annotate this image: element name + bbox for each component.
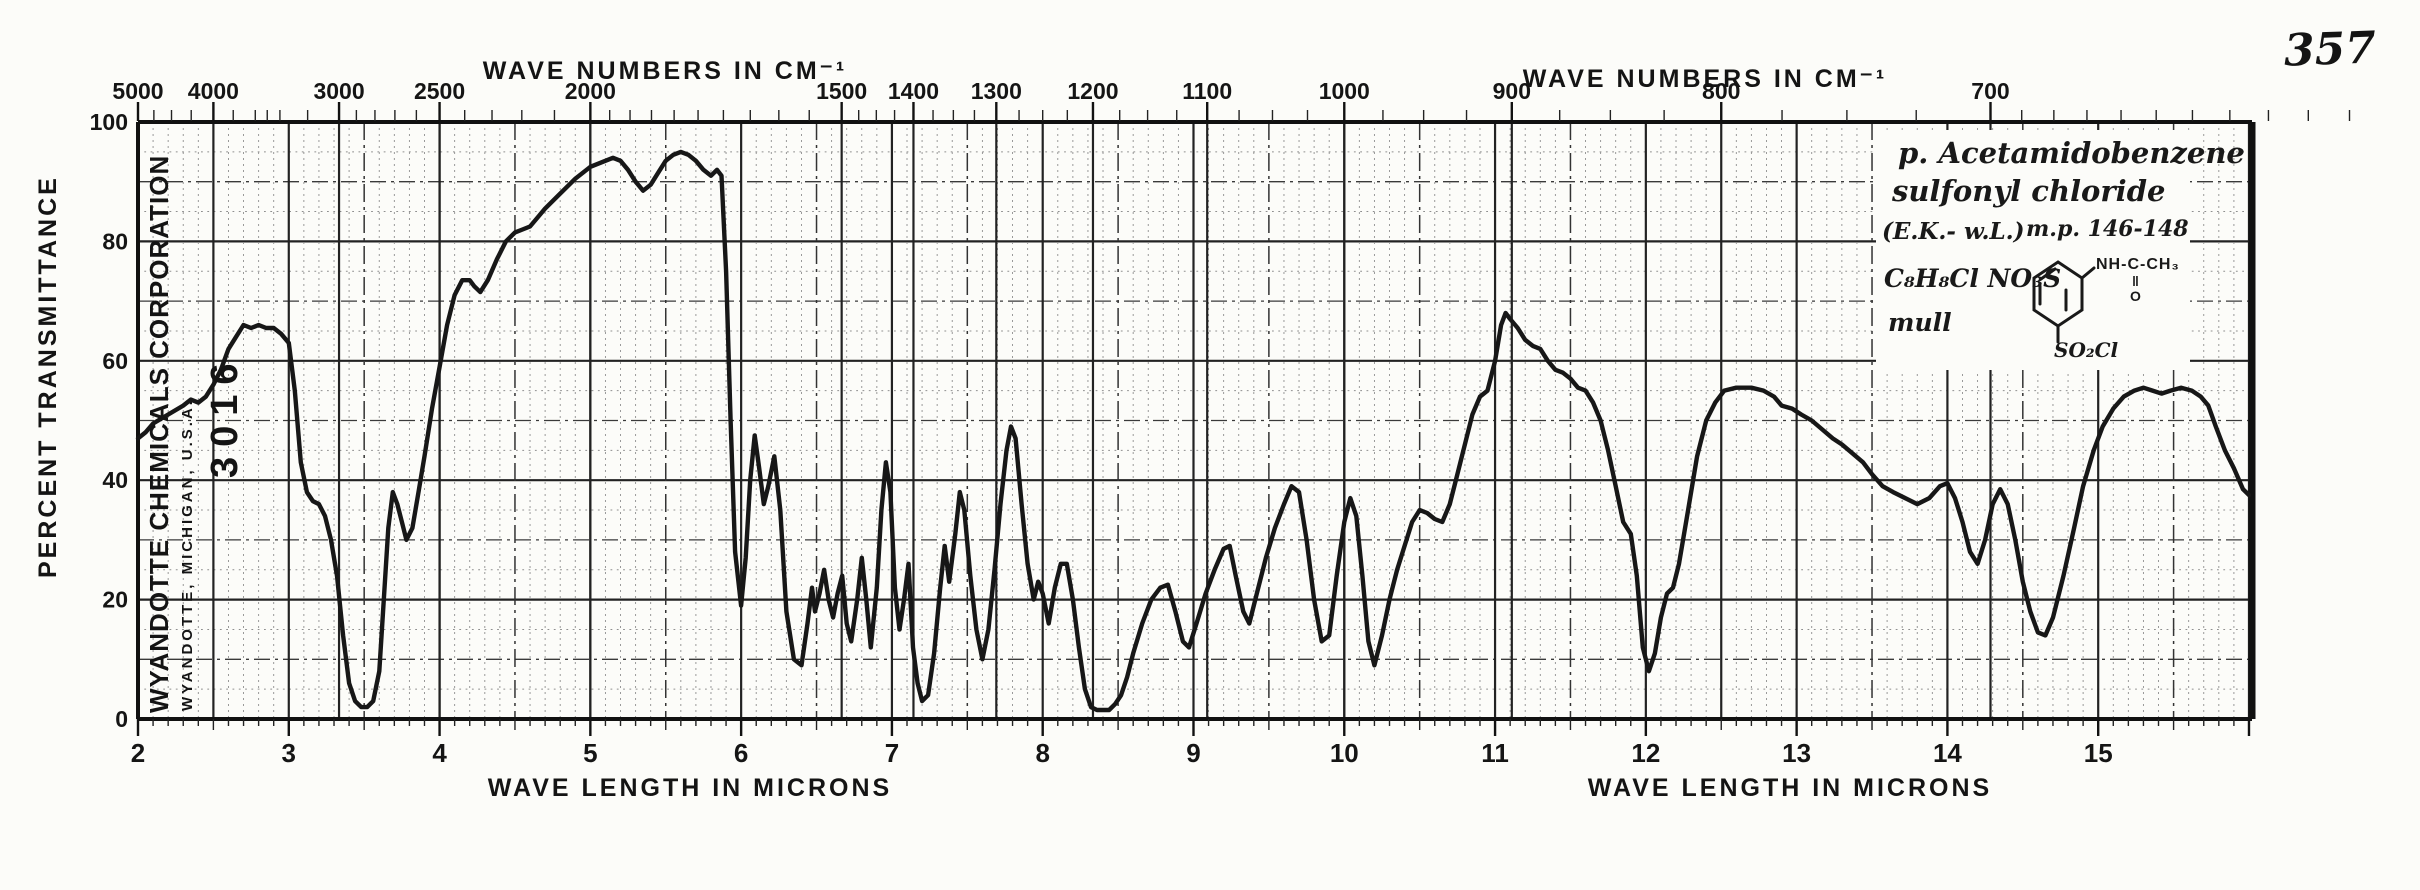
structure-double-bond: ‖ [2132,273,2139,289]
annotation-source: (E.K.- w.L.) [1882,218,2025,245]
wavenumber-ruler: 5000 4000 3000 2500 2000 1500 1400 1300 1200 1100… [112,78,2351,121]
spectrum-trace [135,149,2252,713]
wavenumber-tick-label: 4000 [188,78,239,104]
micron-tick-label: 3 [282,738,296,768]
structure-amide-label: NH-C-CH₃ [2096,256,2180,273]
bottom-axis-title-right: WAVE LENGTH IN MICRONS [1587,774,1993,802]
wavenumber-tick-label: 1500 [816,78,867,104]
micron-tick-label: 14 [1933,738,1962,768]
page-number: 357 [2283,22,2377,77]
top-axis-title-left: WAVE NUMBERS IN CM⁻¹ [482,57,848,85]
wavenumber-tick-label: 1100 [1182,78,1232,104]
wavenumber-tick-label: 1300 [971,78,1022,104]
transmittance-scale: 100 80 60 40 20 0 [90,109,128,732]
transmittance-tick-label: 80 [102,228,128,254]
transmittance-tick-label: 40 [102,467,128,493]
annotation-compound-name-line1: p. Acetamidobenzene [1898,136,2245,170]
transmittance-tick-label: 100 [90,109,128,135]
annotation-formula: C₈H₈Cl NO₃S [1884,264,2062,293]
wavenumber-tick-label: 2500 [414,78,465,104]
spectrum-curve [135,149,2252,713]
transmittance-tick-label: 60 [102,348,128,374]
spectrum-number-stamp: 3016 [204,353,246,478]
benzene-ring-icon [2032,260,2096,344]
transmittance-tick-label: 20 [102,587,128,613]
micron-tick-label: 15 [2084,738,2113,768]
structure-oxygen-label: O [2130,288,2141,304]
micron-tick-label: 13 [1782,738,1811,768]
wavenumber-tick-label: 1400 [888,78,939,104]
company-city-stamp: WYANDOTTE, MICHIGAN, U.S.A. [179,398,196,711]
micron-tick-label: 11 [1481,738,1509,768]
micron-tick-label: 9 [1186,738,1200,768]
transmittance-tick-label: 0 [115,706,128,732]
wavenumber-tick-label: 1200 [1067,78,1118,104]
y-axis-title: PERCENT TRANSMITTANCE [34,175,62,578]
micron-tick-label: 5 [583,738,597,768]
wavenumber-tick-label: 3000 [313,78,364,104]
micron-tick-label: 8 [1035,738,1049,768]
annotation-compound-name-line2: sulfonyl chloride [1892,174,2166,208]
annotation-box: p. Acetamidobenzene sulfonyl chloride (E… [1876,130,2245,370]
wavenumber-tick-label: 5000 [112,78,163,104]
annotation-preparation: mull [1888,308,1952,337]
plot-border [136,120,2256,721]
structure-sulfonyl-label: SO₂Cl [2054,338,2119,362]
micron-tick-label: 7 [885,738,899,768]
micron-tick-label: 10 [1330,738,1359,768]
wavenumber-tick-label: 900 [1493,78,1531,104]
wavenumber-tick-label: 1000 [1319,78,1370,104]
wavenumber-tick-label: 2000 [565,78,616,104]
annotation-melting-point: m.p. 146-148 [2026,216,2189,242]
micron-ruler: 2 3 4 5 6 7 8 9 10 11 12 13 14 15 [131,719,2251,768]
micron-tick-label: 4 [432,738,447,768]
micron-tick-label: 2 [131,738,145,768]
micron-tick-label: 6 [734,738,748,768]
bottom-axis-title-left: WAVE LENGTH IN MICRONS [487,774,893,802]
company-stamp: WYANDOTTE CHEMICALS CORPORATION [144,154,174,713]
micron-tick-label: 12 [1631,738,1660,768]
wavenumber-tick-label: 800 [1702,78,1740,104]
wavenumber-tick-label: 700 [1971,78,2009,104]
top-axis-title-right: WAVE NUMBERS IN CM⁻¹ [1522,65,1888,93]
